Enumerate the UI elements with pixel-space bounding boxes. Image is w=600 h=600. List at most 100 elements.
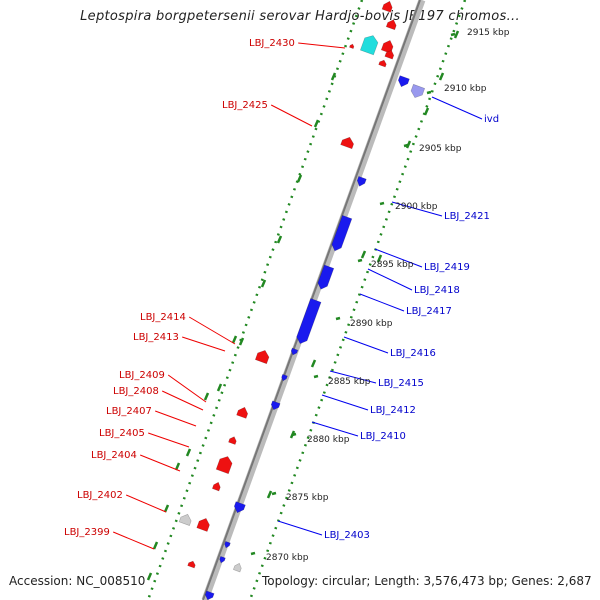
leader-line — [140, 454, 181, 472]
reverse-gene[interactable] — [281, 373, 288, 382]
gene-label-lbj-2407[interactable]: LBJ_2407 — [106, 406, 152, 417]
kbp-tick-label: 2895 kbp — [371, 260, 414, 270]
gene-label-lbj-2412[interactable]: LBJ_2412 — [370, 405, 416, 416]
kbp-tick — [426, 90, 432, 95]
gene-label-lbj-2419[interactable]: LBJ_2419 — [424, 262, 470, 273]
kbp-tick — [335, 316, 341, 321]
minor-tick — [238, 337, 245, 346]
gene-label-lbj-2409[interactable]: LBJ_2409 — [119, 370, 165, 381]
gene-label-lbj-2414[interactable]: LBJ_2414 — [140, 312, 186, 323]
reverse-gene[interactable] — [233, 501, 246, 515]
minor-tick — [313, 119, 320, 128]
minor-tick — [360, 250, 367, 259]
gene-label-lbj-2430[interactable]: LBJ_2430 — [249, 38, 295, 49]
forward-gene[interactable] — [228, 436, 238, 445]
minor-tick — [185, 448, 192, 457]
leader-line — [155, 410, 197, 427]
minor-tick — [296, 174, 303, 183]
kbp-tick-label: 2910 kbp — [444, 84, 487, 94]
reverse-gene[interactable] — [204, 590, 215, 600]
kbp-tick-label: 2880 kbp — [307, 435, 350, 445]
leader-line — [374, 248, 423, 268]
minor-tick — [266, 490, 273, 499]
leader-line — [431, 96, 483, 120]
gene-label-lbj-2403[interactable]: LBJ_2403 — [324, 530, 370, 541]
reverse-gene[interactable] — [295, 298, 322, 346]
kbp-tick-label: 2915 kbp — [467, 28, 510, 38]
minor-tick — [289, 430, 296, 439]
forward-gene[interactable] — [236, 406, 250, 419]
gene-label-lbj-2405[interactable]: LBJ_2405 — [99, 428, 145, 439]
reverse-gene[interactable] — [330, 214, 353, 252]
kbp-tick — [271, 491, 277, 496]
leader-line — [148, 432, 190, 448]
reverse-gene[interactable] — [224, 540, 231, 549]
forward-gene[interactable] — [381, 0, 394, 13]
minor-tick — [453, 30, 460, 39]
gene-label-lbj-2418[interactable]: LBJ_2418 — [414, 285, 460, 296]
kbp-tick-label: 2885 kbp — [328, 377, 371, 387]
forward-gene[interactable] — [211, 481, 221, 492]
minor-tick — [405, 140, 412, 149]
rna-gene[interactable] — [359, 33, 379, 56]
gene-label-lbj-2421[interactable]: LBJ_2421 — [444, 211, 490, 222]
minor-tick — [231, 335, 238, 344]
minor-tick — [163, 504, 170, 513]
minor-tick — [330, 72, 337, 81]
minor-tick — [216, 383, 223, 392]
leader-line — [359, 293, 405, 312]
gene-label-ivd[interactable]: ivd — [484, 114, 499, 125]
minor-tick — [260, 279, 267, 288]
kbp-tick-label: 2870 kbp — [266, 553, 309, 563]
gene-label-lbj-2425[interactable]: LBJ_2425 — [222, 100, 268, 111]
minor-tick — [376, 254, 383, 263]
gene-label-lbj-2416[interactable]: LBJ_2416 — [390, 348, 436, 359]
gene-label-lbj-2404[interactable]: LBJ_2404 — [91, 450, 137, 461]
forward-gene[interactable] — [349, 43, 355, 49]
leader-line — [298, 42, 346, 49]
gene-label-lbj-2415[interactable]: LBJ_2415 — [378, 378, 424, 389]
forward-gene[interactable] — [384, 49, 395, 60]
minor-tick — [146, 572, 153, 581]
gene-label-lbj-2399[interactable]: LBJ_2399 — [64, 527, 110, 538]
leader-line — [329, 370, 377, 384]
reverse-gene[interactable] — [270, 400, 281, 411]
forward-gene[interactable] — [340, 135, 356, 150]
other-gene[interactable] — [178, 512, 193, 526]
minor-tick — [423, 107, 430, 116]
forward-gene[interactable] — [385, 18, 398, 31]
gene-label-lbj-2402[interactable]: LBJ_2402 — [77, 490, 123, 501]
forward-gene[interactable] — [254, 348, 270, 365]
forward-gene[interactable] — [215, 454, 234, 475]
leader-line — [182, 336, 226, 352]
leader-line — [126, 494, 167, 513]
leader-line — [367, 268, 413, 291]
leader-line — [188, 316, 236, 345]
leader-line — [167, 374, 207, 403]
gene-label-lbj-2413[interactable]: LBJ_2413 — [133, 332, 179, 343]
reverse-gene[interactable] — [356, 176, 367, 187]
reverse-gene[interactable] — [219, 555, 226, 564]
reverse-gene[interactable] — [290, 347, 299, 356]
gene-label-lbj-2410[interactable]: LBJ_2410 — [360, 431, 406, 442]
gene-label-lbj-2417[interactable]: LBJ_2417 — [406, 306, 452, 317]
forward-gene[interactable] — [378, 59, 388, 68]
leader-line — [311, 421, 359, 437]
kbp-tick-label: 2890 kbp — [350, 319, 393, 329]
leader-line — [343, 336, 389, 354]
reverse-gene[interactable] — [316, 264, 335, 291]
minor-tick — [152, 541, 159, 550]
forward-gene[interactable] — [196, 516, 211, 532]
kbp-tick — [357, 258, 363, 263]
leader-line — [270, 104, 313, 127]
kbp-tick — [450, 32, 456, 37]
forward-gene[interactable] — [187, 560, 197, 569]
gene-label-lbj-2408[interactable]: LBJ_2408 — [113, 386, 159, 397]
forward-gene[interactable] — [380, 39, 395, 54]
pseudo-gene[interactable] — [409, 83, 426, 99]
reverse-gene[interactable] — [397, 75, 410, 89]
kbp-tick-label: 2905 kbp — [419, 144, 462, 154]
other-gene[interactable] — [232, 562, 242, 573]
summary-text: Topology: circular; Length: 3,576,473 bp… — [262, 574, 592, 588]
